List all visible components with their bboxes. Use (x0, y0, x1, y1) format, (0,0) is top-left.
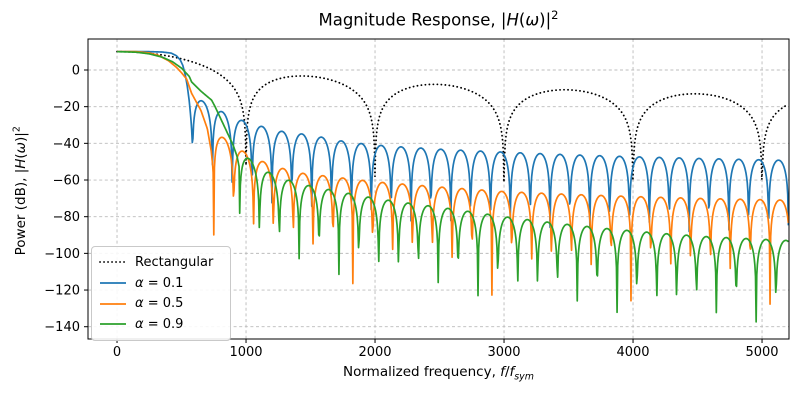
chart-title: Magnitude Response, |H(ω)|2 (88, 8, 789, 30)
label-segment: / (504, 364, 510, 380)
axes-spines (87, 38, 790, 340)
series-3-line (116, 50, 789, 323)
series-2-line (116, 50, 789, 306)
label-segment: Power (dB), | (12, 168, 29, 256)
legend-label-2: α = 0.5 (135, 296, 183, 311)
label-segment: α (135, 275, 144, 291)
label-segment: α (135, 316, 144, 332)
y-tick-label: −40 (53, 137, 80, 152)
y-tick-label: −140 (44, 320, 80, 335)
label-segment: )| (12, 132, 29, 142)
legend-entry-3: α = 0.9 (99, 314, 222, 335)
y-tick-label: −120 (44, 284, 80, 299)
legend-label-1: α = 0.1 (135, 276, 183, 291)
solid-line-swatch (100, 302, 126, 305)
y-tick-label: −100 (44, 247, 80, 262)
x-tick-label: 5000 (745, 345, 778, 360)
label-segment: f (500, 364, 505, 380)
x-tick-label: 3000 (487, 345, 520, 360)
y-tick-label: −80 (53, 210, 80, 225)
legend-label-0: Rectangular (135, 255, 213, 270)
solid-line-swatch (100, 282, 126, 284)
dotted-line-swatch (99, 261, 127, 264)
legend: Rectangular α = 0.1 α = 0.5 α = 0.9 (91, 246, 231, 341)
label-segment: = 0.9 (143, 316, 184, 332)
label-segment: H (12, 158, 29, 169)
x-tick-label: 2000 (358, 345, 391, 360)
ticks: 0 1000 2000 3000 4000 5000 0 −20 −40 −60 −80 −100 −1… (44, 63, 778, 360)
solid-line-swatch (100, 323, 126, 326)
label-segment: sym (514, 371, 534, 383)
x-tick-label: 1000 (229, 345, 262, 360)
legend-entry-1: α = 0.1 (99, 273, 222, 294)
label-segment: = 0.5 (143, 296, 184, 312)
x-axis-label: Normalized frequency, f/fsym (88, 364, 789, 383)
label-segment: ω (12, 142, 29, 154)
label-segment: f (509, 364, 515, 380)
label-segment: = 0.1 (143, 275, 184, 291)
label-segment: 2 (11, 126, 23, 133)
curves (116, 50, 789, 323)
label-segment: H (506, 10, 519, 30)
legend-label-3: α = 0.9 (135, 317, 183, 332)
legend-entry-2: α = 0.5 (99, 293, 222, 314)
label-segment: ( (12, 153, 29, 159)
x-tick-label: 0 (113, 345, 121, 360)
label-segment: ( (518, 10, 526, 30)
label-segment: 2 (551, 8, 559, 22)
series-0-line (116, 50, 789, 184)
label-segment: Rectangular (135, 254, 214, 270)
label-segment: ω (525, 10, 540, 30)
label-segment: α (135, 296, 144, 312)
y-tick-label: 0 (72, 63, 80, 78)
label-segment: )| (539, 10, 552, 30)
y-tick-label: −20 (53, 100, 80, 115)
y-tick-label: −60 (53, 174, 80, 189)
y-axis-label: Power (dB), |H(ω)|2 (11, 41, 29, 341)
label-segment: Normalized frequency, (343, 364, 501, 380)
label-segment: Magnitude Response, | (318, 10, 507, 30)
series-1-line (116, 50, 789, 233)
x-tick-label: 4000 (616, 345, 649, 360)
legend-entry-0: Rectangular (99, 252, 222, 273)
